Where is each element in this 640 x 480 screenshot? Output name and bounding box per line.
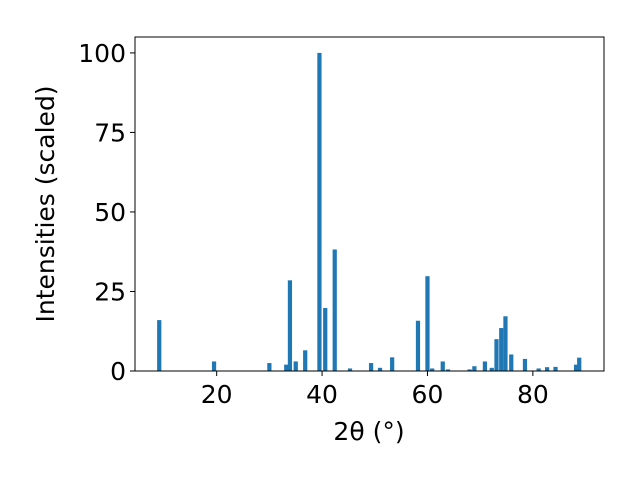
bar [377, 367, 383, 371]
y-tick-label: 25 [94, 277, 126, 306]
bar [509, 354, 514, 371]
y-tick-label: 100 [78, 39, 126, 68]
bar [267, 363, 272, 371]
bar [499, 328, 504, 371]
y-axis-ticks: 0 25 50 75 100 [78, 39, 135, 386]
bar [503, 316, 508, 371]
bar [347, 368, 353, 371]
bar [494, 339, 499, 371]
bar [489, 367, 494, 371]
bar [544, 367, 550, 371]
bar [284, 364, 289, 371]
bar [467, 369, 472, 371]
y-tick-label: 0 [110, 357, 126, 386]
bar [287, 280, 293, 371]
bar [323, 308, 328, 371]
bar [522, 358, 528, 371]
y-tick-label: 75 [94, 118, 126, 147]
bar [157, 320, 162, 371]
x-tick-label: 20 [201, 380, 233, 409]
bar [332, 249, 337, 371]
bar [425, 276, 430, 371]
bar [472, 366, 477, 371]
bar [368, 363, 374, 371]
x-tick-label: 60 [412, 380, 444, 409]
bar [573, 364, 579, 371]
x-tick-label: 40 [306, 380, 338, 409]
y-axis-label: Intensities (scaled) [31, 85, 60, 322]
y-tick-label: 50 [94, 198, 126, 227]
plot-area-frame [134, 36, 605, 372]
bar [553, 366, 558, 371]
bar [293, 361, 298, 371]
bar [415, 320, 421, 371]
bar-series [157, 52, 582, 372]
x-tick-label: 80 [517, 380, 549, 409]
bar [577, 357, 582, 371]
x-axis-label: 2θ (°) [333, 417, 404, 446]
bar [482, 361, 488, 371]
bar [430, 368, 435, 371]
bar [440, 361, 445, 371]
bar [536, 368, 541, 371]
bar [445, 369, 451, 371]
bar [317, 52, 322, 372]
bar [390, 357, 395, 371]
bar [211, 361, 217, 371]
x-axis-ticks: 20 40 60 80 [201, 371, 549, 409]
bar [303, 350, 308, 371]
